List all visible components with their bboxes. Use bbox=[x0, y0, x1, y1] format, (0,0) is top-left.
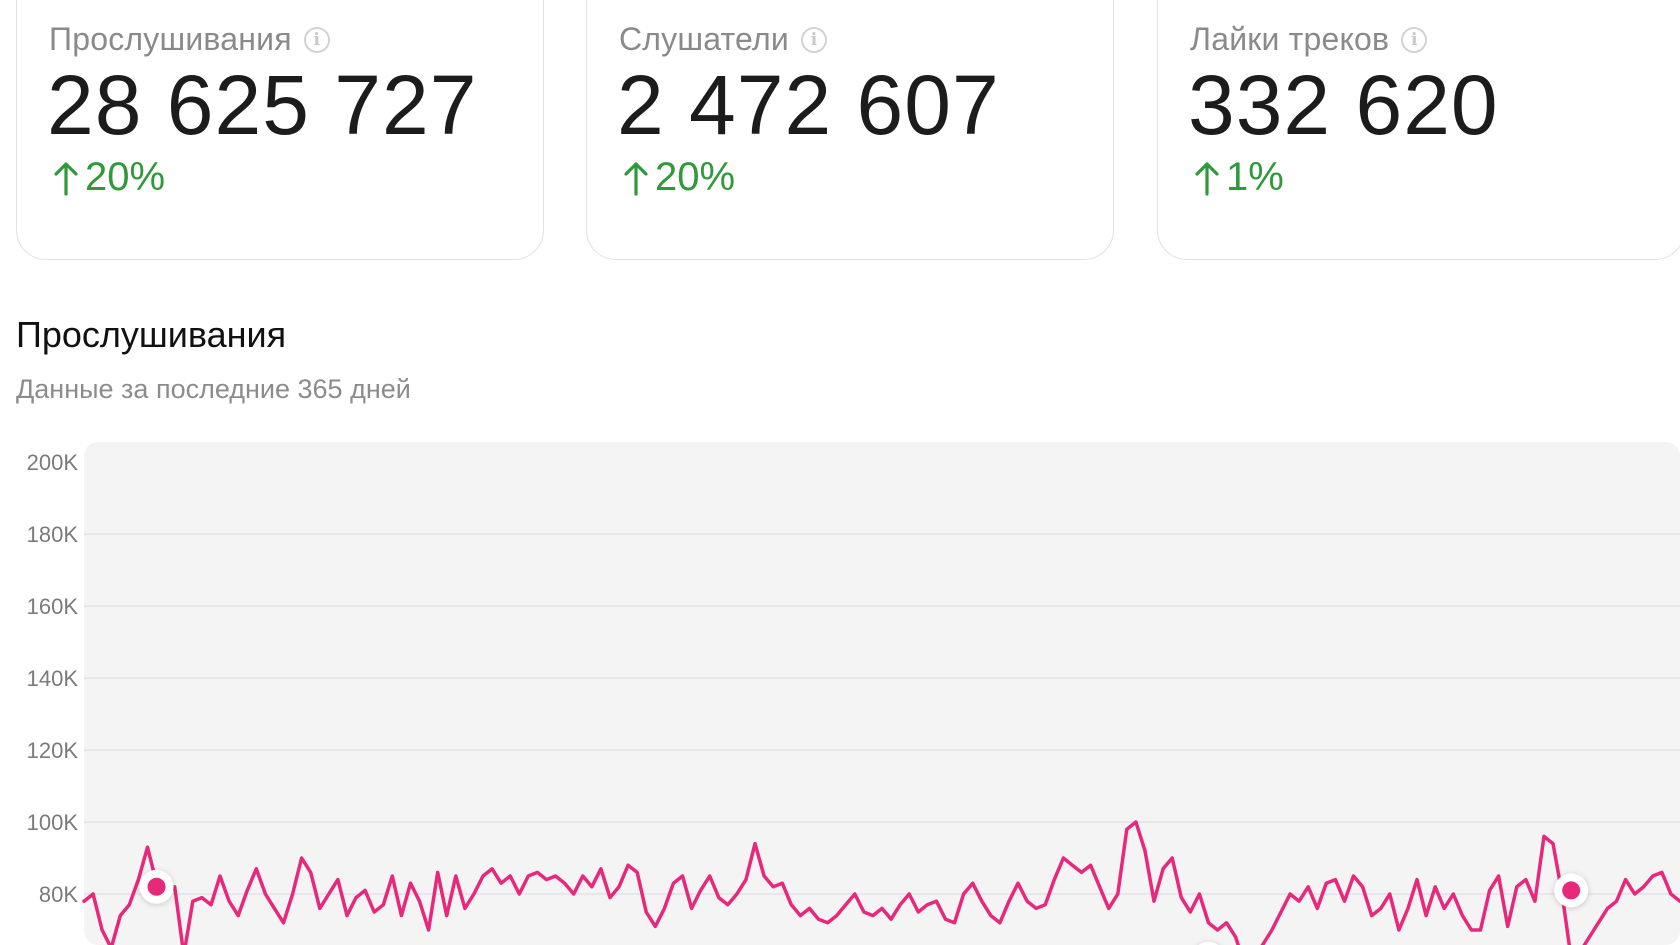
highlight-points[interactable] bbox=[139, 869, 1589, 945]
stats-cards: Прослушивания i 28 625 727 20% Слушатели… bbox=[0, 0, 1680, 262]
stat-delta-value: 20% bbox=[85, 155, 166, 199]
arrow-up-icon bbox=[1195, 161, 1219, 196]
info-icon[interactable]: i bbox=[1401, 26, 1428, 53]
series-line[interactable] bbox=[82, 820, 1680, 945]
arrow-up-icon bbox=[54, 161, 78, 196]
stat-delta: 1% bbox=[1192, 155, 1284, 200]
stat-delta-value: 20% bbox=[655, 155, 736, 199]
info-icon[interactable]: i bbox=[800, 26, 827, 53]
stat-card-header: Прослушивания i bbox=[49, 21, 330, 58]
stat-delta: 20% bbox=[51, 155, 165, 200]
y-tick-label: 140K bbox=[27, 666, 79, 691]
stat-card-header: Лайки треков i bbox=[1190, 21, 1428, 58]
y-tick-label: 100K bbox=[27, 810, 79, 835]
stat-card-plays[interactable]: Прослушивания i 28 625 727 20% bbox=[16, 0, 544, 260]
y-axis-ticks: 200K 180K 160K 140K 120K 100K 80K bbox=[27, 450, 79, 907]
stat-delta-value: 1% bbox=[1226, 155, 1284, 199]
y-tick-label: 200K bbox=[27, 450, 79, 475]
grid-lines bbox=[84, 533, 1680, 895]
arrow-up-icon bbox=[624, 161, 648, 196]
stat-card-header: Слушатели i bbox=[619, 21, 827, 58]
info-icon[interactable]: i bbox=[303, 26, 330, 53]
y-tick-label: 180K bbox=[27, 522, 79, 547]
stat-value: 332 620 bbox=[1188, 58, 1499, 152]
y-tick-label: 120K bbox=[27, 738, 79, 763]
section-subtitle: Данные за последние 365 дней bbox=[16, 374, 411, 404]
stat-card-track-likes[interactable]: Лайки треков i 332 620 1% bbox=[1157, 0, 1680, 260]
stat-value: 2 472 607 bbox=[617, 58, 1000, 152]
y-tick-label: 80K bbox=[39, 882, 78, 907]
point-halo bbox=[1198, 941, 1219, 945]
stat-value: 28 625 727 bbox=[47, 58, 478, 152]
plays-line-chart[interactable]: 200K 180K 160K 140K 120K 100K 80K bbox=[0, 436, 1680, 945]
plays-chart[interactable]: 200K 180K 160K 140K 120K 100K 80K bbox=[0, 436, 1680, 945]
highlight-point[interactable] bbox=[1562, 881, 1581, 900]
stat-label: Слушатели bbox=[619, 21, 789, 57]
stat-delta: 20% bbox=[621, 155, 735, 200]
highlight-point[interactable] bbox=[147, 877, 166, 896]
section-title: Прослушивания bbox=[16, 314, 287, 355]
stat-label: Лайки треков bbox=[1190, 21, 1390, 57]
stat-card-listeners[interactable]: Слушатели i 2 472 607 20% bbox=[586, 0, 1114, 260]
y-tick-label: 160K bbox=[27, 594, 79, 619]
plot-area bbox=[84, 442, 1680, 945]
stat-label: Прослушивания bbox=[49, 21, 292, 57]
